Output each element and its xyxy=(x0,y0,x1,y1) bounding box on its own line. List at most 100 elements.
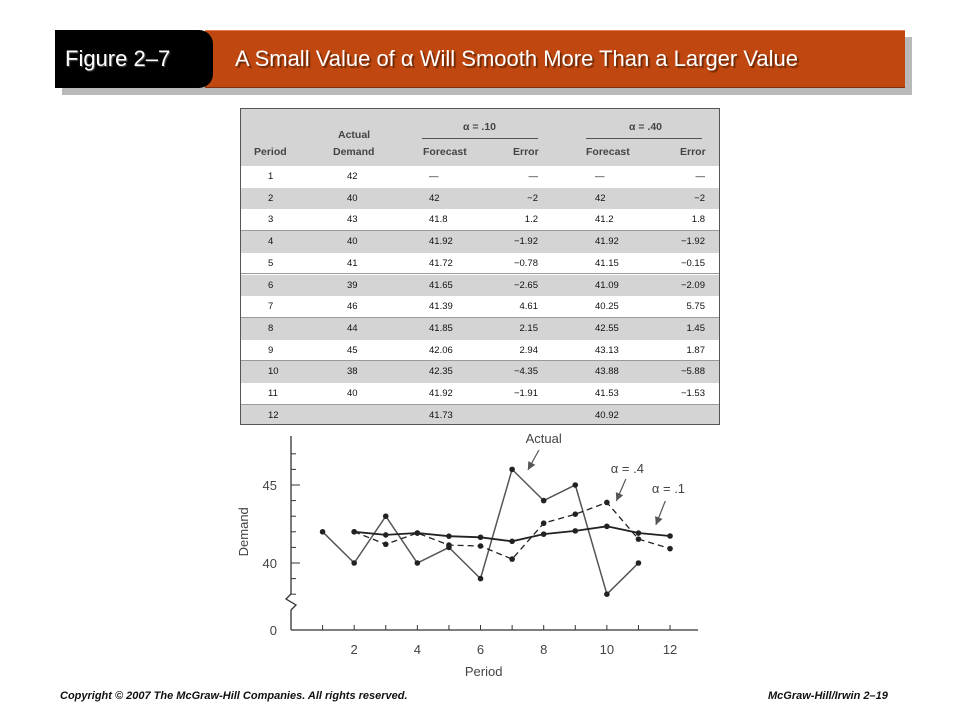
series-point-0 xyxy=(635,560,642,566)
cell-actual: 40 xyxy=(347,192,358,204)
cell-forecast-10: 41.39 xyxy=(429,301,453,313)
series-point-2 xyxy=(667,533,673,539)
cell-forecast-40: 42 xyxy=(595,192,606,204)
series-point-1 xyxy=(509,556,515,562)
y-axis-label: Demand xyxy=(236,507,251,556)
series-point-1 xyxy=(667,545,673,552)
series-line-1 xyxy=(353,501,671,560)
demand-forecast-chart: 40 45 0 2 4 6 8 10 12 Period Demand Actual α = .4 α =… xyxy=(236,431,698,679)
cell-actual: 38 xyxy=(347,366,358,378)
cell-forecast-40: 41.15 xyxy=(595,257,619,269)
table-row: 7 46 41.39 4.61 40.25 5.75 xyxy=(241,296,719,318)
series-point-0 xyxy=(351,560,357,566)
header-rule-alpha-40 xyxy=(586,138,702,139)
cell-forecast-40: 40.25 xyxy=(595,301,619,313)
cell-forecast-10: 42.35 xyxy=(429,366,453,378)
cell-error-40: −0.15 xyxy=(680,257,705,269)
series-point-2 xyxy=(446,533,452,539)
series-arrowhead-1 xyxy=(615,492,624,501)
x-tick-label: 4 xyxy=(414,642,421,657)
cell-actual: 39 xyxy=(347,279,358,291)
cell-error-10: −0.78 xyxy=(513,257,538,269)
cell-forecast-10: 42 xyxy=(429,192,440,204)
series-point-2 xyxy=(382,532,389,538)
table-row: 12 41.73 40.92 xyxy=(241,404,719,424)
cell-error-10: −1.92 xyxy=(513,236,538,248)
series-point-0 xyxy=(414,560,421,566)
cell-forecast-40: 42.55 xyxy=(595,322,619,334)
series-point-0 xyxy=(540,497,547,504)
cell-forecast-10: — xyxy=(429,171,439,182)
series-label-2: α = .1 xyxy=(652,481,685,496)
header-period: Period xyxy=(254,146,287,158)
cell-error-40: −2.09 xyxy=(680,279,705,291)
series-point-2 xyxy=(351,529,357,535)
series-point-1 xyxy=(540,520,547,527)
cell-actual: 44 xyxy=(347,322,358,334)
series-point-0 xyxy=(477,575,484,582)
cell-period: 7 xyxy=(268,301,274,313)
series-point-2 xyxy=(414,530,421,536)
cell-error-40: −1.92 xyxy=(680,236,705,248)
y-tick-label: 40 xyxy=(263,556,277,571)
cell-error-40: 1.8 xyxy=(691,214,705,226)
series-point-2 xyxy=(635,530,642,536)
series-arrowhead-2 xyxy=(655,516,663,525)
series-point-0 xyxy=(572,482,579,488)
cell-period: 6 xyxy=(268,279,274,291)
table-row: 4 40 41.92 −1.92 41.92 −1.92 xyxy=(241,231,719,253)
cell-period: 3 xyxy=(268,214,274,226)
header-error-10: Error xyxy=(513,146,539,158)
cell-error-10: 4.61 xyxy=(519,301,539,313)
cell-forecast-40: 43.88 xyxy=(595,366,619,378)
cell-period: 2 xyxy=(268,192,274,204)
cell-period: 8 xyxy=(268,322,274,334)
series-point-2 xyxy=(540,531,547,537)
cell-forecast-10: 41.8 xyxy=(429,214,448,226)
cell-forecast-40: 41.2 xyxy=(595,214,614,226)
cell-period: 10 xyxy=(268,366,279,378)
series-point-2 xyxy=(477,534,484,541)
figure-label: Figure 2–7 xyxy=(65,46,171,71)
series-label-0: Actual xyxy=(526,431,562,446)
series-point-2 xyxy=(509,538,515,545)
x-tick-label: 2 xyxy=(351,642,358,657)
cell-error-10: −2 xyxy=(527,192,538,204)
cell-error-40: −2 xyxy=(694,192,705,204)
series-point-1 xyxy=(446,542,452,548)
y-tick-label: 45 xyxy=(263,478,277,493)
header-actual-line2: Demand xyxy=(333,146,375,158)
cell-error-10: 2.94 xyxy=(519,344,539,356)
cell-forecast-10: 41.73 xyxy=(429,409,453,421)
table-row: 11 40 41.92 −1.91 41.53 −1.53 xyxy=(241,383,719,405)
y-zero-label: 0 xyxy=(270,623,277,638)
cell-forecast-10: 41.92 xyxy=(429,236,453,248)
table-row: 2 40 42 −2 42 −2 xyxy=(241,187,719,210)
cell-forecast-40: 41.09 xyxy=(595,279,619,291)
cell-period: 11 xyxy=(268,388,278,399)
table-row: 9 45 42.06 2.94 43.13 1.87 xyxy=(241,340,719,362)
page-title: A Small Value of α Will Smooth More Than… xyxy=(235,46,798,71)
title-banner: Figure 2–7 A Small Value of α Will Smoot… xyxy=(55,30,905,88)
cell-error-40: −1.53 xyxy=(680,388,705,399)
table-row: 3 43 41.8 1.2 41.2 1.8 xyxy=(241,209,719,232)
table-row: 10 38 42.35 −4.35 43.88 −5.88 xyxy=(241,361,719,383)
x-tick-label: 6 xyxy=(477,642,484,657)
title-box: A Small Value of α Will Smooth More Than… xyxy=(205,30,905,88)
cell-error-40: 1.45 xyxy=(686,322,706,334)
series-label-1: α = .4 xyxy=(611,461,644,476)
header-alpha-40: α = .40 xyxy=(629,121,663,133)
series-line-0 xyxy=(322,467,640,596)
cell-period: 12 xyxy=(268,409,279,421)
cell-actual: 40 xyxy=(347,388,358,399)
cell-period: 1 xyxy=(268,171,274,182)
series-point-2 xyxy=(572,528,579,534)
cell-error-10: −2.65 xyxy=(513,279,538,291)
cell-actual: 46 xyxy=(347,301,358,313)
cell-forecast-10: 41.65 xyxy=(429,279,453,291)
cell-forecast-40: 41.53 xyxy=(595,388,619,399)
cell-forecast-10: 41.72 xyxy=(429,257,453,269)
cell-error-10: 2.15 xyxy=(519,322,539,334)
table-row: 8 44 41.85 2.15 42.55 1.45 xyxy=(241,317,719,340)
cell-forecast-10: 42.06 xyxy=(429,344,453,356)
